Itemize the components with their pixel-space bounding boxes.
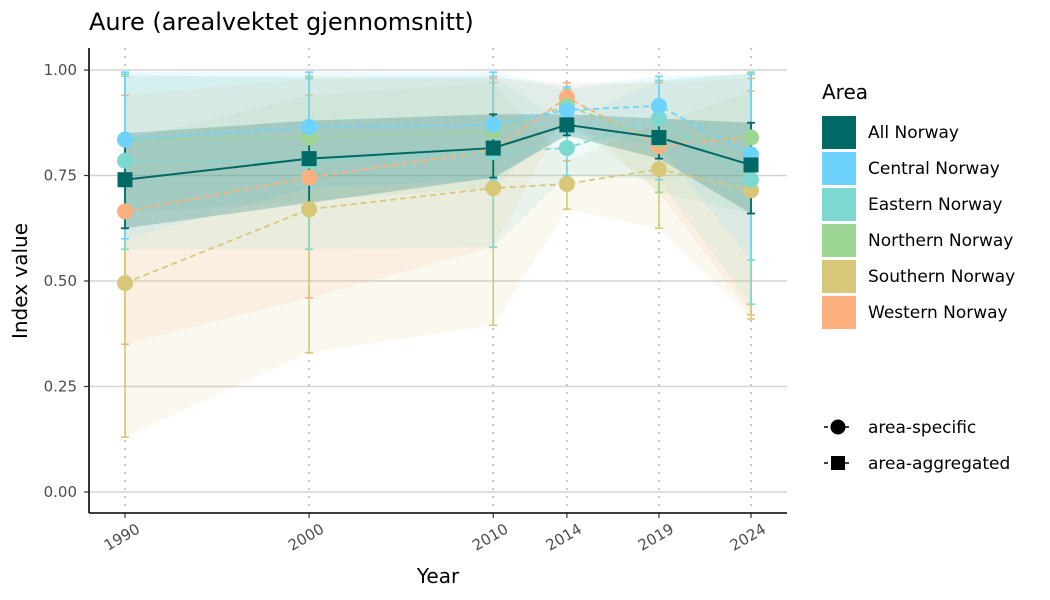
series-line xyxy=(124,96,752,213)
data-point-circle xyxy=(558,175,575,192)
x-tick-label: 2019 xyxy=(635,520,677,555)
x-tick-label: 1990 xyxy=(101,520,143,555)
x-ticks: 1990 2000 2010 2014 2019 2024 xyxy=(101,513,769,555)
data-point-circle xyxy=(117,152,133,169)
data-point-circle xyxy=(485,116,502,133)
x-tick-label: 2010 xyxy=(469,520,511,555)
legend-label: Eastern Norway xyxy=(868,195,1003,215)
legend-label: Northern Norway xyxy=(868,231,1013,251)
y-tick-label: 0.75 xyxy=(44,167,77,185)
data-point-circle xyxy=(117,275,133,292)
data-point-circle xyxy=(650,97,667,114)
legend-shape-items: area-specific area-aggregated xyxy=(824,418,1010,474)
legend-shape-square xyxy=(831,456,845,470)
legend-label: Southern Norway xyxy=(868,267,1015,287)
ribbon xyxy=(125,82,751,438)
data-point-circle xyxy=(301,201,318,218)
y-axis-title: Index value xyxy=(8,223,32,339)
data-point-circle xyxy=(301,169,318,186)
legend-swatch xyxy=(822,260,856,293)
x-tick-label: 2000 xyxy=(285,520,327,555)
legend-shape-circle xyxy=(830,419,846,435)
y-tick-label: 1.00 xyxy=(44,61,77,79)
series-lines xyxy=(124,96,752,284)
chart-title: Aure (arealvektet gjennomsnitt) xyxy=(89,8,474,36)
series-line xyxy=(124,104,752,141)
legend-swatch xyxy=(822,116,856,149)
series-line xyxy=(124,104,752,156)
ribbon xyxy=(125,74,751,305)
ribbon xyxy=(125,72,751,214)
data-point-square xyxy=(301,151,317,167)
data-point-circle xyxy=(117,131,133,148)
data-point-square xyxy=(117,172,133,188)
data-point-circle xyxy=(558,140,575,157)
legend-swatch xyxy=(822,152,856,185)
legend: Area All Norway Central Norway Eastern Nor… xyxy=(822,80,1015,474)
legend-title: Area xyxy=(822,80,868,104)
legend-area-items: All Norway Central Norway Eastern Norway No… xyxy=(822,116,1015,329)
data-point-circle xyxy=(650,161,667,178)
data-point-circle xyxy=(743,171,759,188)
series-line xyxy=(125,117,752,181)
legend-shape-label: area-aggregated xyxy=(868,454,1010,474)
data-points xyxy=(117,89,759,292)
data-point-square xyxy=(743,157,759,173)
y-tick-label: 0.00 xyxy=(44,483,77,501)
legend-shape-label: area-specific xyxy=(868,418,976,438)
data-point-square xyxy=(559,117,575,133)
legend-label: All Norway xyxy=(868,123,959,143)
legend-label: Western Norway xyxy=(868,303,1008,323)
legend-swatch xyxy=(822,224,856,257)
legend-swatch xyxy=(822,188,856,221)
data-point-square xyxy=(485,140,501,156)
ribbon xyxy=(125,114,751,229)
data-point-square xyxy=(651,130,667,146)
data-point-circle xyxy=(743,129,759,146)
x-tick-label: 2014 xyxy=(543,520,585,555)
ribbon xyxy=(125,78,751,345)
legend-swatch xyxy=(822,296,856,329)
y-ticks: 0.00 0.25 0.50 0.75 1.00 xyxy=(44,61,89,501)
data-point-circle xyxy=(117,203,133,220)
data-point-circle xyxy=(558,102,575,119)
series-line xyxy=(124,123,752,181)
y-tick-label: 0.25 xyxy=(44,378,77,396)
confidence-ribbons xyxy=(125,72,751,438)
y-tick-label: 0.50 xyxy=(44,272,77,290)
data-point-circle xyxy=(650,110,667,127)
legend-label: Central Norway xyxy=(868,159,1000,179)
data-point-circle xyxy=(485,180,502,197)
x-tick-label: 2024 xyxy=(727,520,769,555)
ribbon xyxy=(125,72,751,260)
x-axis-title: Year xyxy=(416,564,460,588)
data-point-circle xyxy=(301,118,318,135)
series-line xyxy=(124,168,752,284)
